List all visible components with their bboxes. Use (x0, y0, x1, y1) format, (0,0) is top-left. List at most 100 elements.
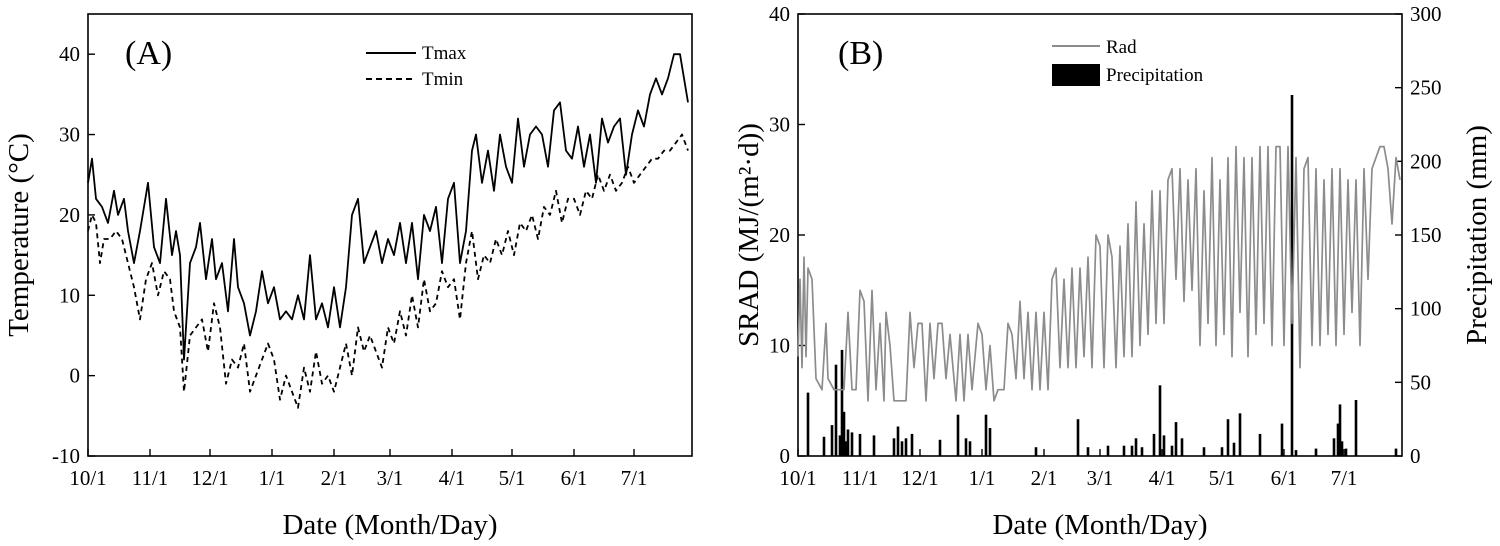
legend-label-tmax: Tmax (422, 43, 467, 64)
panel-a-series (87, 53, 689, 409)
precipitation-bar (1340, 441, 1344, 456)
panel-b-precip-bars (806, 95, 1398, 456)
precipitation-bar (822, 436, 826, 456)
precipitation-bar (964, 438, 968, 456)
panel-a-y-title: Temperature (°C) (3, 133, 35, 337)
precipitation-bar (1162, 435, 1166, 456)
precipitation-bar (1086, 447, 1090, 456)
precipitation-bar (956, 414, 960, 456)
precipitation-bar (910, 433, 914, 456)
panel-b-left-axis: 0 10 20 30 40 (769, 2, 805, 468)
precipitation-bar (900, 441, 904, 456)
x-tick-label: 11/1 (132, 466, 169, 490)
x-tick-label: 7/1 (621, 466, 648, 490)
precipitation-bar (1170, 445, 1174, 456)
x-tick-label: 10/1 (779, 466, 816, 490)
x-tick-label: 4/1 (439, 466, 466, 490)
y-tick-label: 20 (59, 203, 80, 227)
panel-b-y-title-right: Precipitation (mm) (1461, 125, 1493, 345)
panel-a-label: (A) (125, 35, 172, 72)
precipitation-bar (1220, 447, 1224, 456)
series-line-tmax (87, 53, 689, 361)
precipitation-bar (1258, 433, 1262, 456)
precipitation-bar (858, 433, 862, 456)
precipitation-bar (1332, 438, 1336, 456)
x-tick-label: 12/1 (901, 466, 938, 490)
x-tick-label: 6/1 (561, 466, 588, 490)
precipitation-bar (844, 441, 848, 456)
precipitation-bar (1152, 433, 1156, 456)
series-line-tmin (87, 133, 689, 409)
x-tick-label: 2/1 (321, 466, 348, 490)
y-tick-label-left: 30 (769, 113, 790, 137)
legend-label-tmin: Tmin (422, 69, 464, 90)
y-tick-label: 10 (59, 283, 80, 307)
y-tick-label-left: 20 (769, 223, 790, 247)
panel-b-legend: Rad Precipitation (1052, 37, 1204, 86)
precipitation-bar (1122, 445, 1126, 456)
precipitation-bar (830, 425, 834, 456)
precipitation-bar (968, 441, 972, 456)
x-tick-label: 7/1 (1331, 466, 1358, 490)
y-tick-label: 0 (70, 364, 81, 388)
precipitation-bar (1290, 95, 1294, 456)
panel-b: 0 10 20 30 40 0 50 100 150 200 250 300 10/1 11/1 12/… (733, 2, 1493, 541)
precipitation-bar (1314, 448, 1318, 456)
precipitation-bar (1238, 413, 1242, 456)
panel-b-y-title-left: SRAD (MJ/(m²·d)) (733, 123, 765, 347)
precipitation-bar (1076, 419, 1080, 456)
legend-label-precipitation: Precipitation (1106, 65, 1204, 86)
panel-b-x-axis: 10/1 11/1 12/1 1/1 2/1 3/1 4/1 5/1 6/1 7/1 (779, 449, 1357, 490)
precipitation-bar (1174, 422, 1178, 456)
precipitation-bar (834, 364, 838, 456)
x-tick-label: 2/1 (1031, 466, 1058, 490)
precipitation-bar (892, 438, 896, 456)
legend-label-rad: Rad (1106, 37, 1137, 58)
panel-a-y-axis: -10 0 10 20 30 40 (52, 42, 95, 468)
precipitation-bar (1202, 447, 1206, 456)
panel-a-legend: Tmax Tmin (366, 43, 467, 90)
y-tick-label-right: 200 (1410, 149, 1442, 173)
precipitation-bar (842, 411, 846, 456)
panel-b-label: (B) (838, 35, 883, 72)
panel-a-x-title: Date (Month/Day) (282, 509, 497, 541)
precipitation-bar (1294, 450, 1298, 456)
series-line-rad (797, 145, 1401, 402)
precipitation-bar (1034, 447, 1038, 456)
panel-a: -10 0 10 20 30 40 10/1 11/1 12/1 1/1 2/1 3/1 4/1 5/1… (3, 13, 693, 541)
precipitation-bar (984, 414, 988, 456)
x-tick-label: 11/1 (842, 466, 879, 490)
panel-a-x-axis: 10/1 11/1 12/1 1/1 2/1 3/1 4/1 5/1 6/1 7/1 (69, 449, 647, 490)
precipitation-bar (1180, 438, 1184, 456)
precipitation-bar (872, 435, 876, 456)
precipitation-bar (1106, 445, 1110, 456)
x-tick-label: 4/1 (1149, 466, 1176, 490)
x-tick-label: 5/1 (499, 466, 526, 490)
legend-swatch-precipitation (1052, 64, 1100, 86)
panel-b-rad-series (797, 145, 1401, 402)
precipitation-bar (988, 428, 992, 456)
precipitation-bar (840, 349, 844, 456)
x-tick-label: 5/1 (1209, 466, 1236, 490)
precipitation-bar (1354, 400, 1358, 456)
x-tick-label: 1/1 (259, 466, 286, 490)
precipitation-bar (838, 435, 842, 456)
x-tick-label: 10/1 (69, 466, 106, 490)
y-tick-label-left: 40 (769, 2, 790, 26)
y-tick-label-right: 0 (1410, 444, 1421, 468)
precipitation-bar (904, 438, 908, 456)
precipitation-bar (1158, 385, 1162, 456)
y-tick-label-left: 10 (769, 334, 790, 358)
precipitation-bar (846, 429, 850, 456)
precipitation-bar (1134, 438, 1138, 456)
y-tick-label: 40 (59, 42, 80, 66)
y-tick-label-left: 0 (780, 444, 791, 468)
x-tick-label: 3/1 (1087, 466, 1114, 490)
precipitation-bar (1394, 448, 1398, 456)
y-tick-label: 30 (59, 123, 80, 147)
precipitation-bar (850, 432, 854, 456)
precipitation-bar (1226, 419, 1230, 456)
precipitation-bar (1280, 423, 1284, 456)
y-tick-label: -10 (52, 444, 80, 468)
